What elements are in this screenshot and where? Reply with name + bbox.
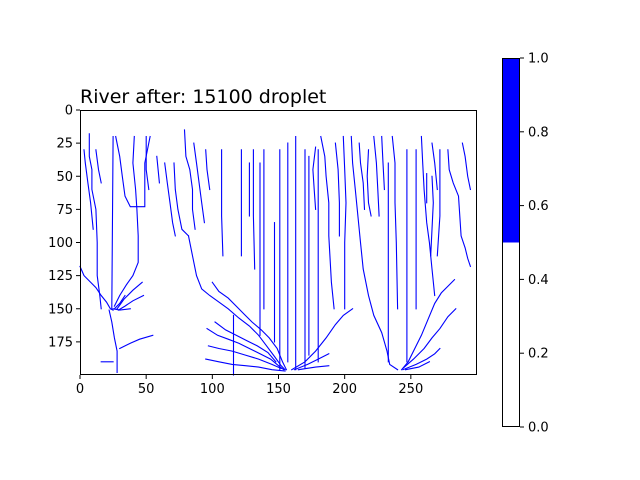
river-channel-16: [164, 162, 176, 237]
river-channel-14: [112, 308, 131, 311]
x-tick-label-4: 200: [332, 382, 357, 397]
x-tick-label-2: 100: [200, 382, 225, 397]
river-channel-0: [88, 133, 102, 310]
river-channel-67: [461, 142, 472, 191]
river-channel-45: [312, 146, 317, 210]
plot-area: [80, 110, 477, 375]
colorbar-segment-1: [502, 58, 520, 243]
main-axes: 0 50 100 150 200 250 0 25 50 75 100 125 150 175: [48, 104, 477, 397]
river-channel-31: [252, 149, 256, 270]
river-channel-24: [207, 345, 282, 370]
river-channel-63: [431, 142, 438, 191]
x-axis: 0 50 100 150 200 250: [76, 375, 423, 397]
river-channel-22: [211, 281, 288, 371]
river-channel-26: [214, 321, 277, 363]
plot-frame: [80, 110, 477, 375]
chart-title: River after: 15100 droplet: [80, 86, 326, 108]
river-channel-21: [187, 235, 286, 371]
river-channel-12: [116, 281, 143, 310]
colorbar-tick-label-3: 0.6: [528, 199, 549, 214]
river-channel-57: [400, 278, 456, 371]
river-channel-7: [156, 155, 161, 184]
river-channel-1: [83, 149, 94, 230]
y-tick-label-0: 0: [65, 104, 73, 119]
river-channel-41: [290, 308, 354, 371]
river-channel-6: [145, 135, 150, 191]
river-channel-42: [293, 353, 330, 371]
river-channel-28: [221, 149, 224, 257]
y-tick-label-5: 125: [48, 269, 73, 284]
river-channel-18: [183, 129, 196, 230]
river-channel-43: [297, 365, 330, 371]
river-channel-47: [342, 135, 347, 310]
colorbar-axis: 0.0 0.2 0.4 0.6 0.8 1.0: [520, 52, 549, 436]
y-tick-label-4: 100: [48, 236, 73, 251]
colorbar-segments: [502, 58, 520, 427]
river-channel-58: [402, 308, 457, 370]
colorbar-tick-label-0: 0.0: [528, 421, 549, 436]
river-channel-64: [436, 149, 441, 257]
river-channel-49: [358, 142, 366, 210]
river-channel-20: [205, 149, 211, 191]
y-tick-label-6: 150: [48, 302, 73, 317]
colorbar-tick-label-4: 0.8: [528, 125, 549, 140]
river-channel-50: [373, 135, 380, 217]
y-tick-label-1: 25: [56, 137, 73, 152]
river-channel-3: [79, 265, 114, 311]
river-channel-53: [391, 135, 399, 310]
y-tick-label-7: 175: [48, 335, 73, 350]
river-channel-25: [205, 358, 286, 372]
x-tick-label-3: 150: [266, 382, 291, 397]
river-channel-8: [111, 135, 114, 310]
colorbar-frame: [502, 58, 520, 427]
river-channel-59: [402, 347, 441, 371]
river-channel-4: [115, 135, 151, 208]
river-channel-10: [113, 294, 126, 310]
river-channel-48: [350, 135, 399, 371]
river-channel-66: [447, 149, 472, 268]
colorbar: 0.0 0.2 0.4 0.6 0.8 1.0: [502, 52, 549, 436]
river-channel-62: [420, 135, 436, 297]
river-channel-9: [108, 309, 118, 373]
colorbar-tick-label-2: 0.4: [528, 273, 549, 288]
river-channel-60: [404, 361, 431, 371]
river-channel-46: [334, 142, 340, 237]
y-tick-label-2: 50: [56, 170, 73, 185]
colorbar-tick-label-5: 1.0: [528, 52, 549, 67]
river-channel-23: [206, 327, 285, 371]
y-axis: 0 25 50 75 100 125 150 175: [48, 104, 80, 350]
river-channel-19: [193, 142, 206, 224]
river-channel-44: [320, 135, 335, 310]
x-tick-label-0: 0: [76, 382, 84, 397]
river-channel-51: [381, 135, 385, 191]
colorbar-tick-label-1: 0.2: [528, 347, 549, 362]
river-channel-5: [113, 135, 139, 307]
river-layer: [79, 129, 472, 376]
colorbar-segment-0: [502, 242, 520, 427]
river-channel-17: [173, 162, 190, 237]
x-tick-label-5: 250: [398, 382, 423, 397]
river-channel-2: [95, 149, 102, 184]
river-channel-52: [366, 149, 372, 217]
y-tick-label-3: 75: [56, 203, 73, 218]
river-channel-11: [117, 294, 145, 311]
x-tick-label-1: 50: [138, 382, 155, 397]
river-channel-13: [118, 334, 154, 350]
river-channel-61: [430, 175, 434, 257]
